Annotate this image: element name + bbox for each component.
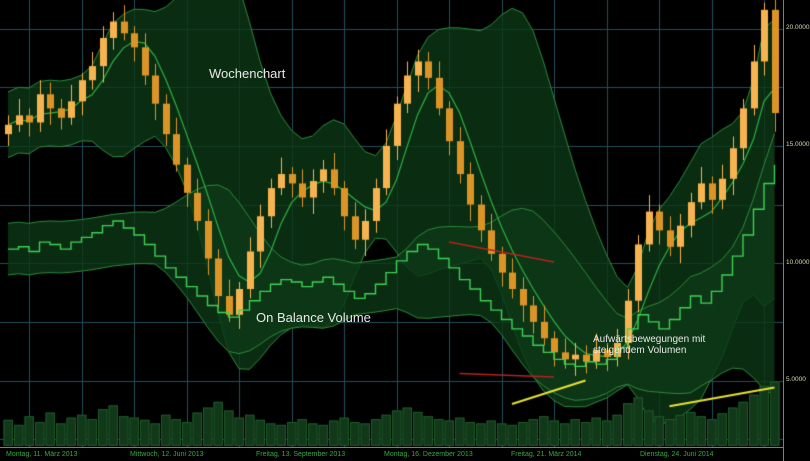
- price-axis-label-5: 5.0000: [786, 376, 806, 383]
- volume-annotation-line2: steigendem Volumen: [593, 345, 687, 356]
- date-axis-label: Montag, 11. März 2013: [6, 451, 78, 458]
- date-axis-label: Dienstag, 24. Juni 2014: [640, 451, 714, 458]
- volume-annotation: Aufwärtsbewegungen mit steigendem Volume…: [593, 334, 705, 356]
- price-axis-label-20: 20.0000: [786, 24, 810, 31]
- price-axis: 20.0000 15.0000 10.0000 5.0000: [783, 0, 810, 461]
- obv-indicator-label: On Balance Volume: [256, 310, 371, 325]
- chart-title-label: Wochenchart: [209, 66, 286, 81]
- date-axis-label: Mittwoch, 12. Juni 2013: [130, 451, 204, 458]
- price-axis-label-15: 15.0000: [786, 141, 810, 148]
- chart-plot-area[interactable]: [0, 0, 783, 447]
- time-axis: Montag, 11. März 2013 Mittwoch, 12. Juni…: [0, 447, 783, 461]
- date-axis-label: Freitag, 13. September 2013: [256, 451, 346, 458]
- date-axis-label: Montag, 16. Dezember 2013: [384, 451, 473, 458]
- date-axis-label: Freitag, 21. März 2014: [511, 451, 582, 458]
- price-axis-label-10: 10.0000: [786, 259, 810, 266]
- volume-annotation-line1: Aufwärtsbewegungen mit: [593, 334, 706, 345]
